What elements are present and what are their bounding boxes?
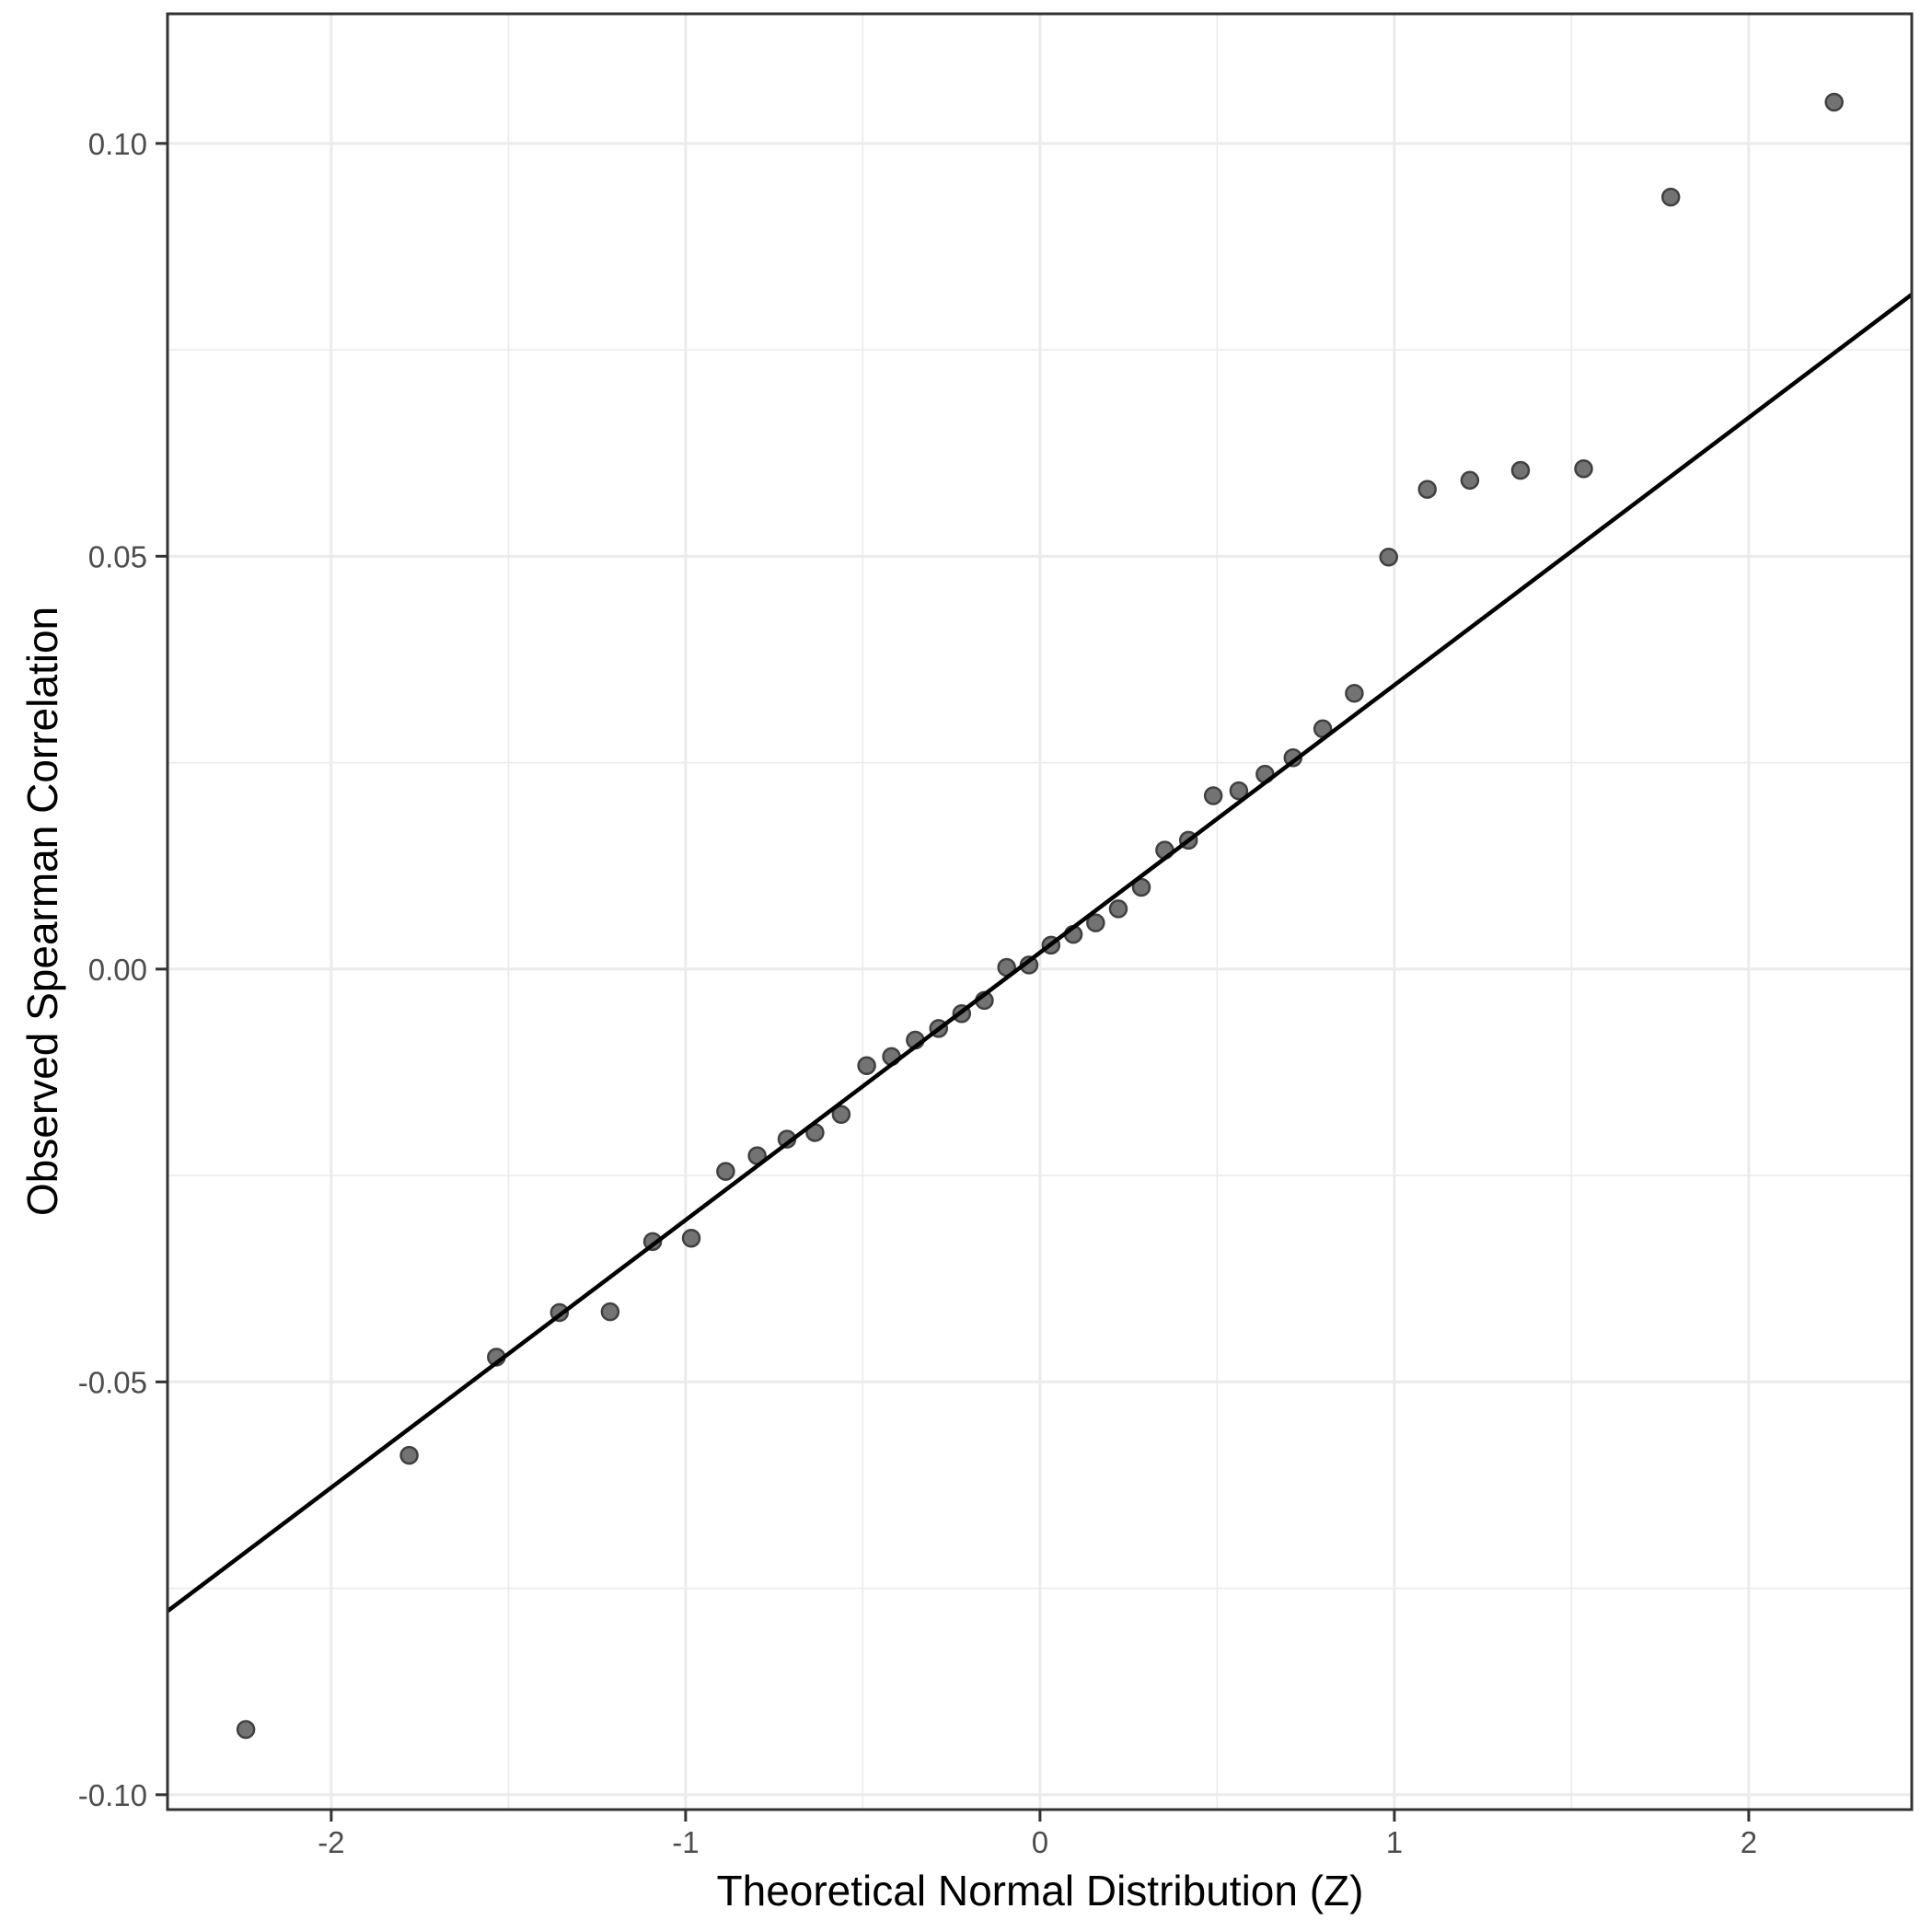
x-tick-label: -2 [318,1825,344,1859]
axis-layer: -2 -1 0 1 2 -0.10 -0.05 0.00 0.05 0.10 [78,127,1757,1859]
x-tick-label: -1 [672,1825,699,1859]
data-point [681,1229,701,1248]
data-point [1131,877,1151,897]
y-tick-label: -0.05 [78,1365,147,1399]
data-point [1379,547,1398,567]
x-axis-title: Theoretical Normal Distribution (Z) [717,1867,1364,1915]
qq-reference-line [166,293,1914,1614]
y-axis-title: Observed Spearman Correlation [18,607,66,1216]
data-point [399,1445,419,1465]
data-point [1229,781,1249,801]
data-point [1345,683,1364,703]
y-tick-label: 0.10 [88,127,147,161]
data-point [1086,913,1105,932]
data-point [1824,92,1844,112]
y-tick-label: 0.00 [88,953,147,987]
x-tick-label: 2 [1741,1825,1757,1859]
data-point [600,1301,620,1322]
plot-panel [166,12,1914,1811]
data-point [1510,460,1531,480]
data-point [857,1056,876,1076]
data-point [1203,786,1223,805]
x-tick-label: 1 [1386,1825,1403,1859]
data-point [831,1105,851,1124]
data-point [716,1162,735,1181]
data-point [1460,470,1480,491]
data-point [1574,459,1593,479]
data-point [1417,480,1437,499]
y-tick-label: -0.10 [78,1778,147,1812]
y-tick-label: 0.05 [88,539,147,573]
data-point [236,1719,256,1740]
x-tick-label: 0 [1032,1825,1048,1859]
data-point [1108,899,1128,919]
data-point [1660,187,1681,207]
